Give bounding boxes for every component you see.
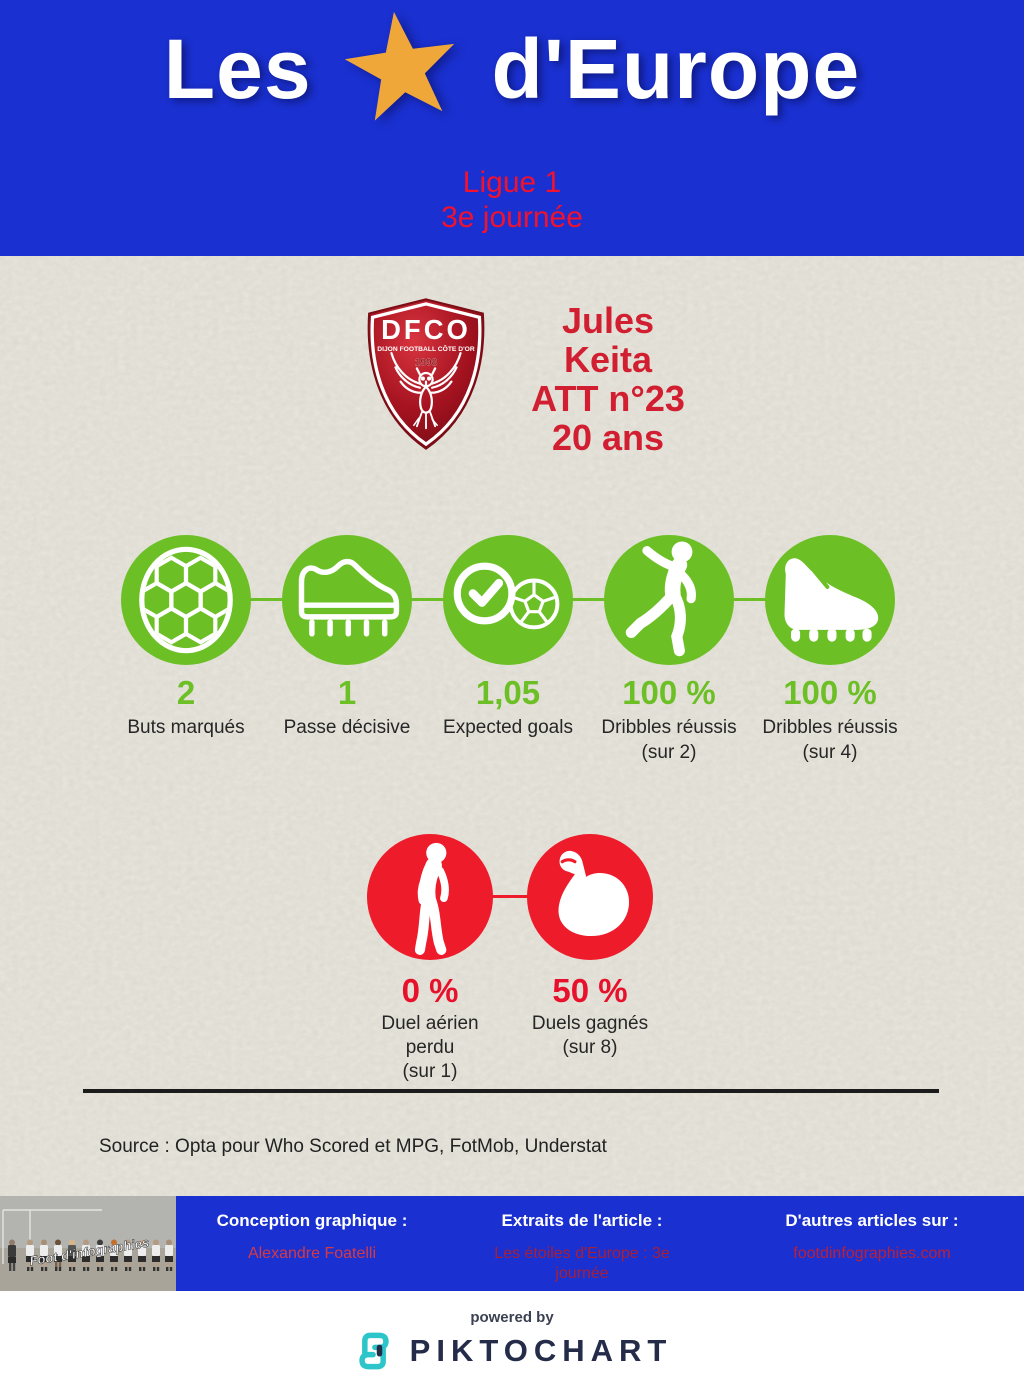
powered-by-label: powered by bbox=[470, 1309, 554, 1326]
stat-circle bbox=[765, 535, 895, 665]
stat-value: 2 bbox=[176, 674, 196, 711]
red-connector-line bbox=[430, 895, 590, 898]
piktochart-brand-name: PIKTOCHART bbox=[409, 1333, 673, 1368]
player-identity: Jules Keita ATT n°23 20 ans bbox=[458, 301, 758, 457]
footer-article-title: Les étoiles d'Europe : 3e journée bbox=[494, 1245, 670, 1282]
stat-circle bbox=[443, 535, 573, 665]
footer-designer-name: Alexandre Foatelli bbox=[247, 1245, 377, 1262]
piktochart-logo[interactable]: PIKTOCHART bbox=[0, 1329, 1024, 1373]
stat-value: 0 % bbox=[401, 972, 459, 1009]
owl-icon bbox=[390, 352, 462, 430]
stat-value: 50 % bbox=[552, 972, 628, 1009]
stat-value: 100 % bbox=[622, 674, 716, 711]
stat-circle bbox=[282, 535, 412, 665]
club-badge: DFCO DIJON FOOTBALL CÔTE D'OR 1998 bbox=[367, 298, 485, 450]
stat-value: 1 bbox=[337, 674, 357, 711]
piktochart-logo-icon bbox=[359, 1332, 389, 1370]
players-lineup bbox=[8, 1239, 173, 1271]
stat-duel-aerien: 0 % Duel aérien perdu (sur 1) bbox=[335, 834, 525, 1084]
stat-label-sub: (sur 4) bbox=[802, 742, 858, 763]
team-photo: Foot d'infographies bbox=[0, 1196, 176, 1291]
badge-abbr: DFCO bbox=[381, 314, 471, 345]
stat-circle bbox=[527, 834, 653, 960]
competition-subtitle: Ligue 1 3e journée bbox=[0, 165, 1024, 235]
stat-dribbles-4: 100 % Dribbles réussis (sur 4) bbox=[745, 535, 915, 765]
stat-label-line: Duels gagnés bbox=[531, 1013, 649, 1034]
title-prefix: Les bbox=[163, 21, 312, 116]
stat-label-line: (sur 8) bbox=[562, 1037, 618, 1058]
footer-heading: Conception graphique : bbox=[216, 1211, 408, 1230]
stat-label: Buts marqués bbox=[127, 717, 245, 738]
source-text: Source : Opta pour Who Scored et MPG, Fo… bbox=[99, 1136, 607, 1157]
stat-value: 100 % bbox=[783, 674, 877, 711]
stat-label: Dribbles réussis (sur 2) bbox=[584, 715, 754, 765]
footer-col-website: D'autres articles sur : footdinfographie… bbox=[738, 1211, 1006, 1264]
stat-circle bbox=[604, 535, 734, 665]
header-banner: Les d'Europe Ligue 1 3e journée bbox=[0, 0, 1024, 256]
check-ball-icon bbox=[453, 562, 560, 630]
badge-club-name: DIJON FOOTBALL CÔTE D'OR bbox=[377, 345, 475, 353]
stat-passe-decisive: 1 Passe décisive bbox=[262, 535, 432, 740]
football-cleat-icon bbox=[784, 558, 879, 642]
stat-label: Expected goals bbox=[443, 717, 573, 738]
player-age: 20 ans bbox=[551, 417, 665, 458]
stat-label-line: Duel aérien bbox=[381, 1013, 479, 1034]
star-icon bbox=[344, 11, 454, 121]
stat-buts-marques: 2 Buts marqués bbox=[101, 535, 271, 740]
footer-heading: Extraits de l'article : bbox=[501, 1211, 663, 1230]
stat-duels-gagnes: 50 % Duels gagnés (sur 8) bbox=[495, 834, 685, 1060]
stat-dribbles-2: 100 % Dribbles réussis (sur 2) bbox=[584, 535, 754, 765]
stat-value: 1,05 bbox=[475, 674, 541, 711]
stat-label-main: Dribbles réussis bbox=[601, 717, 737, 738]
badge-year: 1998 bbox=[415, 357, 438, 368]
stat-label-line: perdu bbox=[405, 1037, 455, 1058]
stat-label-sub: (sur 2) bbox=[641, 742, 697, 763]
divider-line bbox=[83, 1089, 939, 1093]
aerial-duel-player-icon bbox=[414, 842, 449, 955]
competition-name: Ligue 1 bbox=[462, 166, 562, 199]
stat-label-line: (sur 1) bbox=[402, 1061, 458, 1082]
footer-banner: Foot d'infographies Conception graphique… bbox=[0, 1196, 1024, 1291]
title-suffix: d'Europe bbox=[491, 21, 861, 116]
player-last-name: Keita bbox=[563, 339, 653, 380]
footer-website-link[interactable]: footdinfographies.com bbox=[793, 1245, 951, 1262]
player-position-number: ATT n°23 bbox=[531, 378, 685, 419]
powered-by-strip: powered by PIKTOCHART bbox=[0, 1291, 1024, 1391]
footer-col-design: Conception graphique : Alexandre Foatell… bbox=[178, 1211, 446, 1264]
football-boot-outline-icon bbox=[298, 558, 400, 637]
matchday: 3e journée bbox=[441, 201, 583, 234]
bicep-icon bbox=[558, 850, 630, 937]
page-title: Les d'Europe bbox=[0, 10, 1024, 128]
stat-label: Duel aérien perdu (sur 1) bbox=[335, 1012, 525, 1084]
footer-col-article: Extraits de l'article : Les étoiles d'Eu… bbox=[452, 1211, 712, 1284]
player-first-name: Jules bbox=[561, 300, 655, 341]
dribbling-player-icon bbox=[625, 541, 696, 657]
footer-heading: D'autres articles sur : bbox=[785, 1211, 959, 1230]
stat-expected-goals: 1,05 Expected goals bbox=[423, 535, 593, 740]
stat-label: Duels gagnés (sur 8) bbox=[495, 1012, 685, 1060]
stat-circle bbox=[121, 535, 251, 665]
stat-label-main: Dribbles réussis bbox=[762, 717, 898, 738]
stat-label: Dribbles réussis (sur 4) bbox=[745, 715, 915, 765]
stat-label: Passe décisive bbox=[283, 717, 411, 738]
soccer-ball-icon bbox=[139, 546, 233, 654]
stat-circle bbox=[367, 834, 493, 960]
